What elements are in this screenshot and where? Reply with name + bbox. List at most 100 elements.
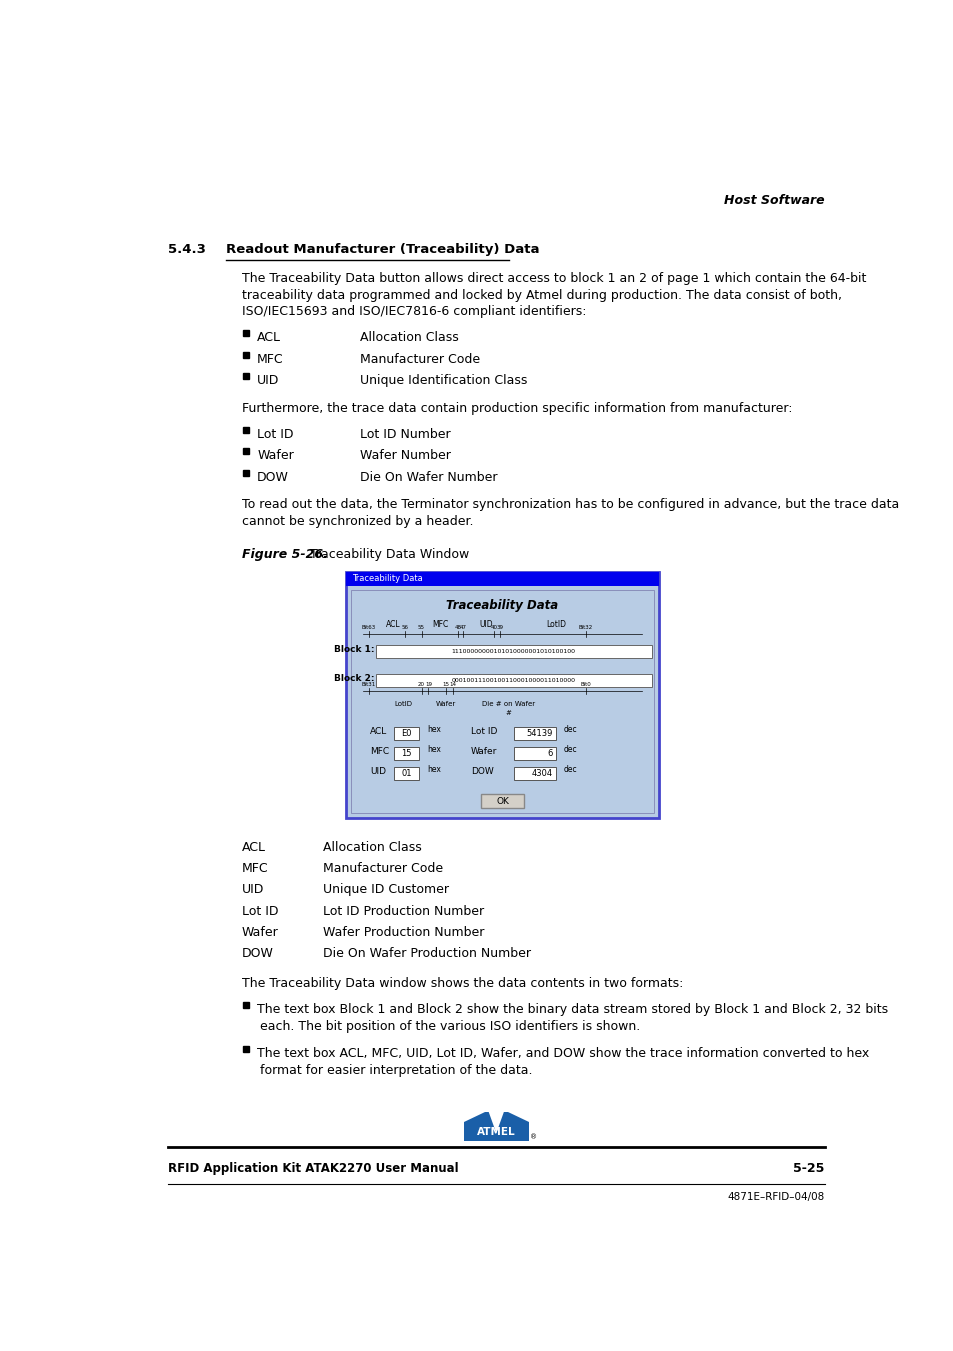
Text: Wafer: Wafer xyxy=(436,701,456,707)
Text: ATMEL: ATMEL xyxy=(476,1127,515,1138)
Text: 55: 55 xyxy=(417,624,424,630)
Text: DOW: DOW xyxy=(257,470,289,484)
Text: 15: 15 xyxy=(442,682,449,686)
Text: Bit0: Bit0 xyxy=(579,682,591,686)
Text: Bit31: Bit31 xyxy=(361,682,375,686)
Text: cannot be synchronized by a header.: cannot be synchronized by a header. xyxy=(241,515,473,528)
Text: Traceability Data: Traceability Data xyxy=(446,598,558,612)
Text: Furthermore, the trace data contain production specific information from manufac: Furthermore, the trace data contain prod… xyxy=(241,401,791,415)
Text: MFC: MFC xyxy=(432,620,448,630)
Text: dec: dec xyxy=(563,725,578,734)
Text: ACL: ACL xyxy=(386,620,400,630)
Text: MFC: MFC xyxy=(370,747,389,755)
Text: 15: 15 xyxy=(400,750,411,758)
Text: Wafer: Wafer xyxy=(471,747,497,755)
FancyBboxPatch shape xyxy=(345,571,659,586)
FancyBboxPatch shape xyxy=(375,644,651,658)
FancyBboxPatch shape xyxy=(243,470,249,476)
Text: The Traceability Data window shows the data contents in two formats:: The Traceability Data window shows the d… xyxy=(241,977,682,990)
Text: ACL: ACL xyxy=(257,331,281,345)
FancyBboxPatch shape xyxy=(345,571,659,817)
FancyBboxPatch shape xyxy=(243,1002,249,1008)
Text: UID: UID xyxy=(370,767,386,775)
FancyBboxPatch shape xyxy=(243,1046,249,1052)
Text: ACL: ACL xyxy=(370,727,387,736)
Text: MFC: MFC xyxy=(257,353,284,366)
Text: Wafer Number: Wafer Number xyxy=(359,449,450,462)
Text: Traceability Data Window: Traceability Data Window xyxy=(297,549,468,562)
Text: UID: UID xyxy=(479,620,493,630)
Text: OK: OK xyxy=(496,797,508,807)
Text: RFID Application Kit ATAK2270 User Manual: RFID Application Kit ATAK2270 User Manua… xyxy=(168,1162,458,1175)
Text: Lot ID: Lot ID xyxy=(241,905,278,917)
Text: Unique Identification Class: Unique Identification Class xyxy=(359,374,526,388)
Text: Die On Wafer Number: Die On Wafer Number xyxy=(359,470,497,484)
Polygon shape xyxy=(463,1112,484,1121)
Text: Readout Manufacturer (Traceability) Data: Readout Manufacturer (Traceability) Data xyxy=(226,243,539,255)
FancyBboxPatch shape xyxy=(463,1112,528,1140)
Text: #: # xyxy=(505,709,511,716)
Text: The Traceability Data button allows direct access to block 1 an 2 of page 1 whic: The Traceability Data button allows dire… xyxy=(241,273,865,285)
FancyBboxPatch shape xyxy=(243,427,249,432)
Text: Manufacturer Code: Manufacturer Code xyxy=(359,353,479,366)
Text: 11100000000101010000001010100100: 11100000000101010000001010100100 xyxy=(452,648,575,654)
Text: UID: UID xyxy=(257,374,279,388)
FancyBboxPatch shape xyxy=(513,767,556,780)
Text: dec: dec xyxy=(563,746,578,754)
Text: Die # on Wafer: Die # on Wafer xyxy=(481,701,535,707)
Text: 5-25: 5-25 xyxy=(792,1162,823,1175)
Text: 54139: 54139 xyxy=(525,730,552,738)
Text: ISO/IEC15693 and ISO/IEC7816-6 compliant identifiers:: ISO/IEC15693 and ISO/IEC7816-6 compliant… xyxy=(241,305,585,319)
Text: 19: 19 xyxy=(424,682,432,686)
FancyBboxPatch shape xyxy=(394,747,418,759)
Text: LotID: LotID xyxy=(546,620,566,630)
Text: 48: 48 xyxy=(454,624,461,630)
Text: 5.4.3: 5.4.3 xyxy=(168,243,206,255)
Text: 47: 47 xyxy=(459,624,466,630)
Text: 14: 14 xyxy=(449,682,456,686)
Text: hex: hex xyxy=(427,746,440,754)
Text: DOW: DOW xyxy=(241,947,274,961)
Text: Lot ID Production Number: Lot ID Production Number xyxy=(323,905,484,917)
Text: 4871E–RFID–04/08: 4871E–RFID–04/08 xyxy=(726,1192,823,1201)
Text: Figure 5-26.: Figure 5-26. xyxy=(241,549,327,562)
Text: Block 2:: Block 2: xyxy=(334,674,374,684)
FancyBboxPatch shape xyxy=(480,794,523,808)
FancyBboxPatch shape xyxy=(394,727,418,740)
FancyBboxPatch shape xyxy=(243,373,249,380)
Text: each. The bit position of the various ISO identifiers is shown.: each. The bit position of the various IS… xyxy=(259,1020,639,1032)
Text: traceability data programmed and locked by Atmel during production. The data con: traceability data programmed and locked … xyxy=(241,289,841,301)
Text: Bit63: Bit63 xyxy=(361,624,375,630)
FancyBboxPatch shape xyxy=(375,674,651,688)
Text: dec: dec xyxy=(563,765,578,774)
Text: Unique ID Customer: Unique ID Customer xyxy=(323,884,449,897)
Polygon shape xyxy=(507,1112,528,1121)
Text: DOW: DOW xyxy=(471,767,494,775)
Text: Host Software: Host Software xyxy=(723,195,823,208)
FancyBboxPatch shape xyxy=(394,767,418,780)
Text: 56: 56 xyxy=(401,624,408,630)
FancyBboxPatch shape xyxy=(243,449,249,454)
Text: format for easier interpretation of the data.: format for easier interpretation of the … xyxy=(259,1063,532,1077)
Text: E0: E0 xyxy=(400,730,411,738)
Text: Allocation Class: Allocation Class xyxy=(323,842,421,854)
Text: Lot ID Number: Lot ID Number xyxy=(359,428,450,440)
Text: 39: 39 xyxy=(496,624,503,630)
Text: 6: 6 xyxy=(546,750,552,758)
Text: UID: UID xyxy=(241,884,264,897)
Text: MFC: MFC xyxy=(241,862,268,875)
Text: Lot ID: Lot ID xyxy=(471,727,497,736)
Text: ACL: ACL xyxy=(241,842,266,854)
Text: 00010011100100110001000011010000: 00010011100100110001000011010000 xyxy=(452,678,575,684)
Text: The text box Block 1 and Block 2 show the binary data stream stored by Block 1 a: The text box Block 1 and Block 2 show th… xyxy=(257,1004,887,1016)
Text: Lot ID: Lot ID xyxy=(257,428,294,440)
Text: Wafer Production Number: Wafer Production Number xyxy=(323,925,484,939)
FancyBboxPatch shape xyxy=(513,727,556,740)
Text: Allocation Class: Allocation Class xyxy=(359,331,457,345)
FancyBboxPatch shape xyxy=(513,747,556,759)
Text: 40: 40 xyxy=(491,624,497,630)
Text: hex: hex xyxy=(427,765,440,774)
Text: 20: 20 xyxy=(417,682,424,686)
Text: ®: ® xyxy=(530,1135,537,1140)
Text: LotID: LotID xyxy=(395,701,413,707)
